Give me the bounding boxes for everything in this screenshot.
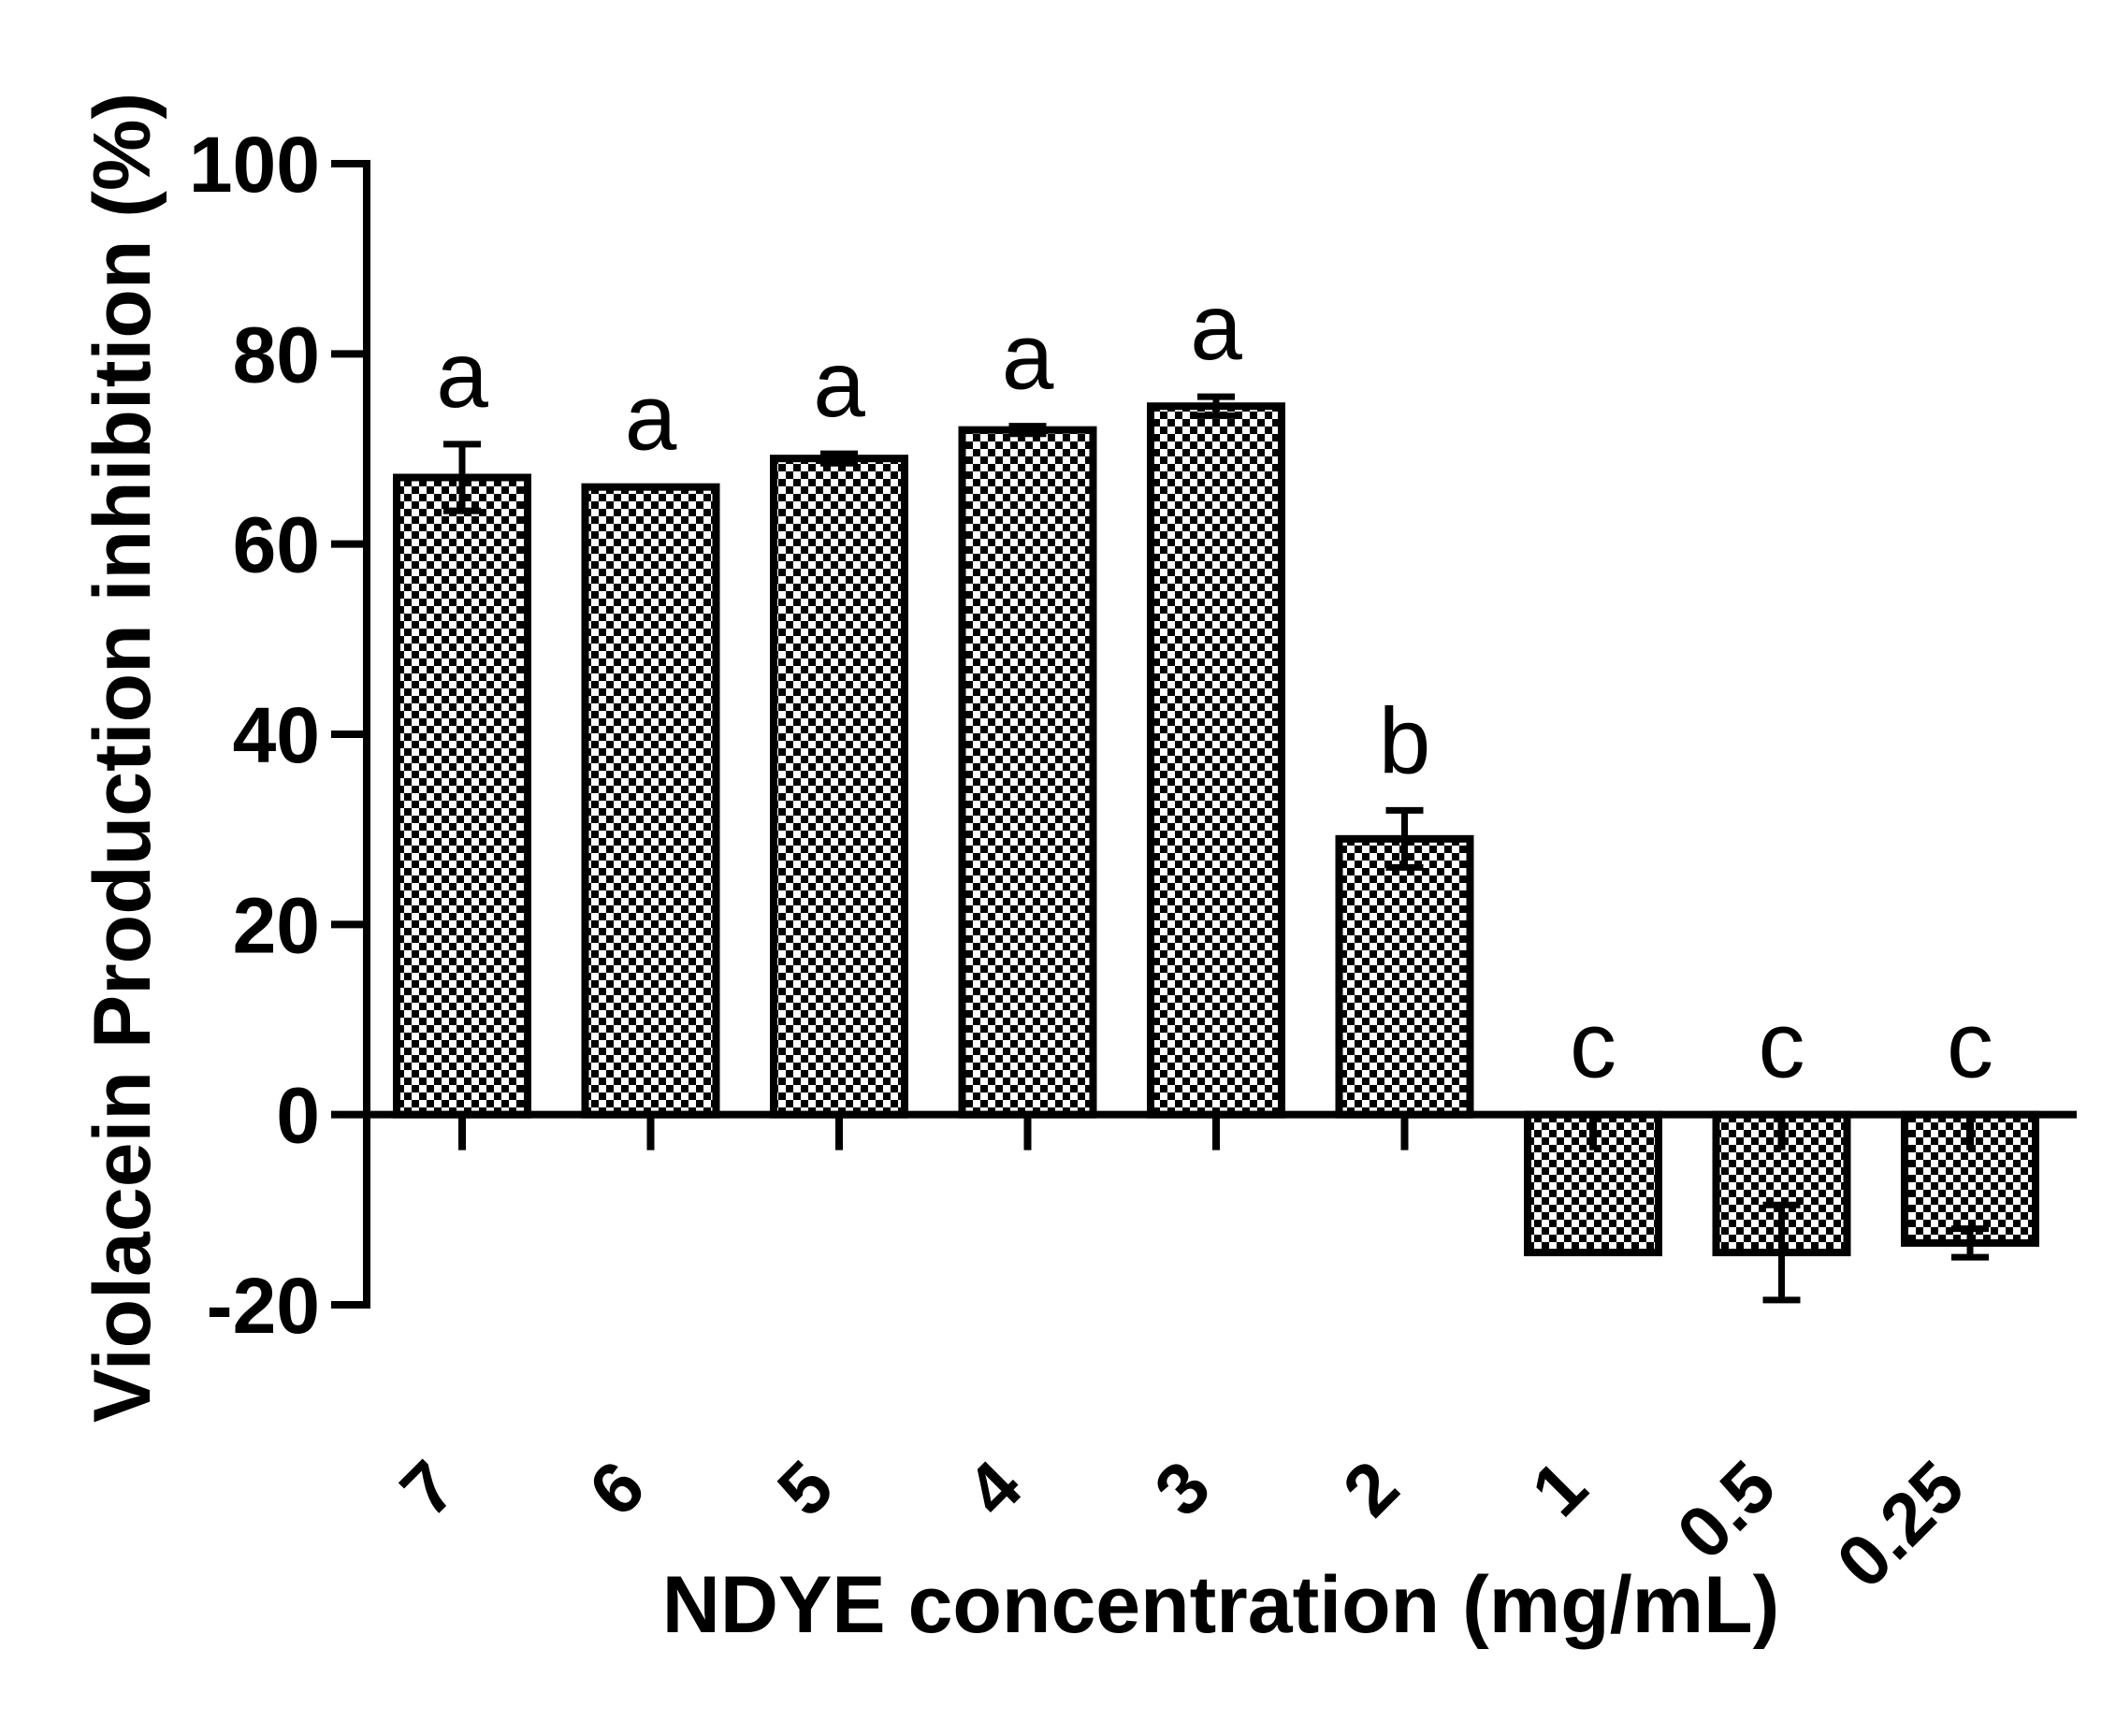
error-bar: [820, 450, 858, 467]
x-tick-label: 4: [950, 1445, 1037, 1532]
x-tick-label: 0.5: [1661, 1445, 1791, 1575]
significance-letter: a: [625, 366, 677, 470]
bar: [1335, 834, 1474, 1119]
error-bar: [443, 441, 481, 514]
significance-letter: b: [1379, 688, 1431, 793]
bar: [581, 483, 720, 1119]
significance-letter: c: [1759, 993, 1805, 1098]
significance-letter: c: [1570, 993, 1616, 1098]
error-bar: [1385, 806, 1424, 871]
significance-letter: a: [436, 323, 488, 427]
y-tick-label: -20: [207, 1262, 320, 1350]
y-tick-label: 20: [233, 881, 320, 969]
x-axis-title: NDYE concentration (mg/mL): [662, 1560, 1780, 1650]
bar: [958, 426, 1097, 1119]
significance-letter: a: [1190, 275, 1242, 380]
y-tick-label: 100: [189, 121, 320, 209]
x-tick-label: 0.25: [1820, 1445, 1979, 1604]
bar: [393, 473, 531, 1119]
x-tick-label: 1: [1515, 1445, 1602, 1532]
error-bar: [1762, 1201, 1801, 1304]
y-tick-label: 80: [233, 311, 320, 398]
x-tick-label: 3: [1138, 1445, 1225, 1532]
significance-letter: a: [813, 332, 865, 437]
significance-letter: a: [1002, 305, 1054, 410]
y-tick-label: 60: [233, 501, 320, 589]
y-axis-title: Violacein Production inhibition (%): [78, 93, 167, 1423]
bar: [1147, 402, 1285, 1119]
bars-layer: [393, 393, 2039, 1304]
y-tick-label: 0: [276, 1072, 320, 1160]
x-tick-label: 7: [384, 1445, 471, 1532]
y-tick-label: 40: [233, 691, 320, 779]
error-bar: [1951, 1225, 1989, 1261]
error-bar: [1197, 393, 1235, 419]
x-tick-label: 6: [573, 1445, 660, 1532]
significance-letters: a a a a a b c c c: [436, 275, 1993, 1098]
bar: [770, 455, 908, 1119]
error-bar: [1008, 423, 1047, 438]
y-ticks: -20 0 20 40 60 80 100: [189, 121, 367, 1350]
x-tick-label: 2: [1327, 1445, 1414, 1532]
x-tick-label: 5: [761, 1445, 848, 1532]
significance-letter: c: [1947, 993, 1993, 1098]
